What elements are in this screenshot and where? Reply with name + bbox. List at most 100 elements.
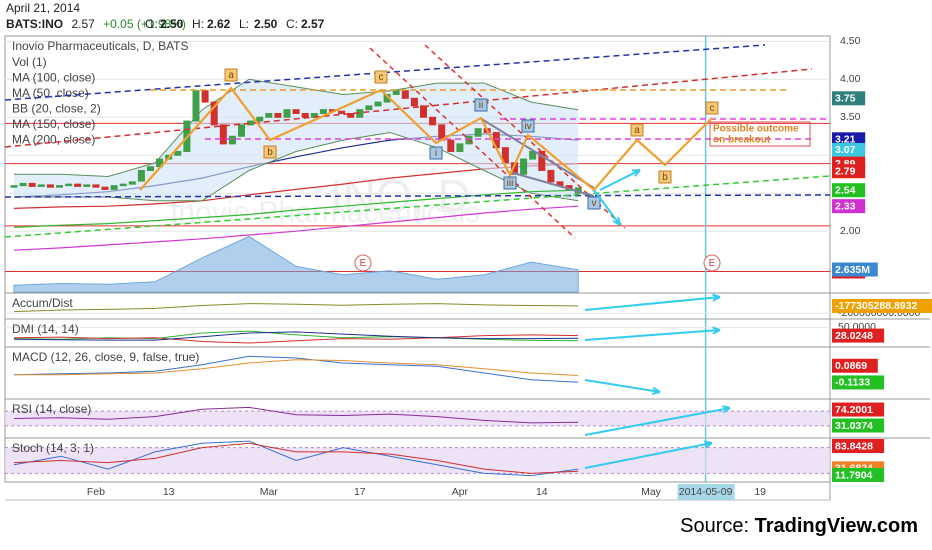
source-credit: Source: TradingView.com bbox=[680, 515, 918, 537]
arrow-head bbox=[721, 405, 731, 414]
price-tag bbox=[832, 262, 878, 277]
wave-label: a bbox=[228, 70, 234, 81]
candle-body bbox=[19, 182, 27, 187]
x-tick-label: 19 bbox=[754, 486, 766, 498]
candle-body bbox=[410, 97, 418, 107]
ohlc-key: H: bbox=[192, 17, 204, 31]
cursor-label-box bbox=[677, 484, 735, 500]
x-tick-label: 13 bbox=[163, 486, 175, 498]
candle-body bbox=[520, 158, 528, 175]
indicator-line bbox=[13, 442, 579, 474]
wave-label: a bbox=[634, 125, 640, 136]
wave-label: b bbox=[267, 147, 273, 158]
indicator-line bbox=[13, 406, 579, 424]
arrow-head bbox=[631, 169, 641, 177]
price-tag bbox=[832, 199, 866, 214]
candle-body bbox=[474, 128, 482, 137]
candle-body bbox=[228, 135, 236, 145]
ohlc-value: 2.57 bbox=[301, 17, 325, 31]
channel-line bbox=[369, 47, 576, 239]
candle-body bbox=[301, 112, 309, 118]
price-tag bbox=[832, 439, 885, 453]
wave-marker bbox=[630, 123, 644, 137]
ma-line bbox=[13, 189, 579, 228]
candle-body bbox=[292, 109, 300, 114]
indicator-line bbox=[13, 355, 579, 383]
candle-body bbox=[265, 112, 273, 118]
candle-body bbox=[319, 109, 327, 114]
candle-body bbox=[101, 186, 109, 190]
ma-line bbox=[13, 205, 579, 251]
price-tag bbox=[832, 132, 866, 147]
projection-arrow bbox=[593, 189, 621, 226]
ohlc-value: 2.50 bbox=[160, 17, 184, 31]
price-tag bbox=[832, 328, 885, 343]
candle-body bbox=[338, 110, 346, 114]
wave-marker bbox=[224, 68, 238, 82]
wave-path bbox=[139, 86, 713, 192]
candle-body bbox=[46, 184, 54, 188]
indicator-title: Accum/Dist bbox=[12, 296, 73, 310]
wave-label: ii bbox=[479, 100, 483, 111]
candle-body bbox=[401, 90, 409, 99]
candle-body bbox=[347, 112, 355, 118]
indicator-line bbox=[13, 440, 579, 477]
watermark-name: Inovio Pharmaceuticals bbox=[170, 196, 480, 229]
legend-entry: MA (200, close) bbox=[12, 133, 95, 147]
y-tick-label: 2.00 bbox=[840, 225, 861, 237]
event-label: E bbox=[709, 258, 716, 269]
wave-marker bbox=[587, 196, 601, 210]
wave-marker bbox=[263, 145, 277, 159]
event-marker bbox=[354, 254, 372, 272]
ohlc: O: 2.50 H: 2.62 L: 2.50 C: 2.57 bbox=[145, 17, 325, 31]
price-tag-label: 28.0248 bbox=[835, 330, 873, 342]
arrow-head bbox=[703, 440, 713, 449]
arrow-head bbox=[612, 216, 621, 226]
y-tick-label: 3.50 bbox=[840, 111, 861, 123]
x-tick-label: Mar bbox=[260, 486, 279, 498]
symbol: BATS:INO bbox=[6, 17, 63, 31]
candle-body bbox=[547, 169, 555, 183]
price-tag-label: 83.8428 bbox=[835, 440, 873, 452]
price-tag bbox=[832, 183, 866, 198]
projection-arrow bbox=[584, 329, 721, 341]
last-price: 2.57 bbox=[71, 17, 95, 31]
legend-entry: MA (150, close) bbox=[12, 117, 95, 131]
volume-area bbox=[13, 235, 579, 293]
source-site: TradingView.com bbox=[755, 515, 918, 537]
projection-arrow bbox=[599, 169, 641, 191]
candle-body bbox=[392, 90, 400, 95]
wedge-line bbox=[479, 117, 595, 189]
note-box bbox=[709, 121, 811, 147]
chart-title: Inovio Pharmaceuticals, D, BATS bbox=[12, 39, 189, 53]
wave-label: b bbox=[662, 172, 668, 183]
indicator-title: RSI (14, close) bbox=[12, 402, 91, 416]
legend-entry: BB (20, close, 2) bbox=[12, 102, 101, 116]
trend-line bbox=[4, 68, 813, 148]
candle-body bbox=[538, 150, 546, 171]
ohlc-value: 2.50 bbox=[254, 17, 278, 31]
price-tag bbox=[832, 91, 866, 106]
legend-entry: Vol (1) bbox=[12, 55, 47, 69]
wave-label: c bbox=[379, 72, 384, 83]
candle-body bbox=[37, 184, 45, 187]
candle-body bbox=[119, 183, 127, 187]
price-tag bbox=[832, 142, 866, 157]
price-tag-label: 3.07 bbox=[835, 144, 856, 156]
price-tag-label: 2.54 bbox=[835, 184, 856, 196]
price-tag bbox=[832, 164, 866, 179]
indicator-line bbox=[13, 303, 579, 313]
candle-body bbox=[238, 124, 245, 137]
candle-body bbox=[110, 185, 118, 190]
wave-marker bbox=[503, 176, 517, 190]
x-tick-label: Apr bbox=[452, 486, 469, 498]
candle-body bbox=[65, 183, 73, 187]
outcome-note: on breakout bbox=[713, 135, 771, 146]
indicator-title: DMI (14, 14) bbox=[12, 322, 79, 336]
plot-layer: 4.504.003.503.002.502.00Feb13Mar17Apr14M… bbox=[4, 35, 932, 501]
candle-body bbox=[137, 169, 145, 182]
candle-body bbox=[147, 166, 154, 171]
ohlc-key: C: bbox=[286, 17, 298, 31]
price-tag-label: 2.33 bbox=[835, 200, 856, 212]
candle-body bbox=[429, 116, 437, 126]
